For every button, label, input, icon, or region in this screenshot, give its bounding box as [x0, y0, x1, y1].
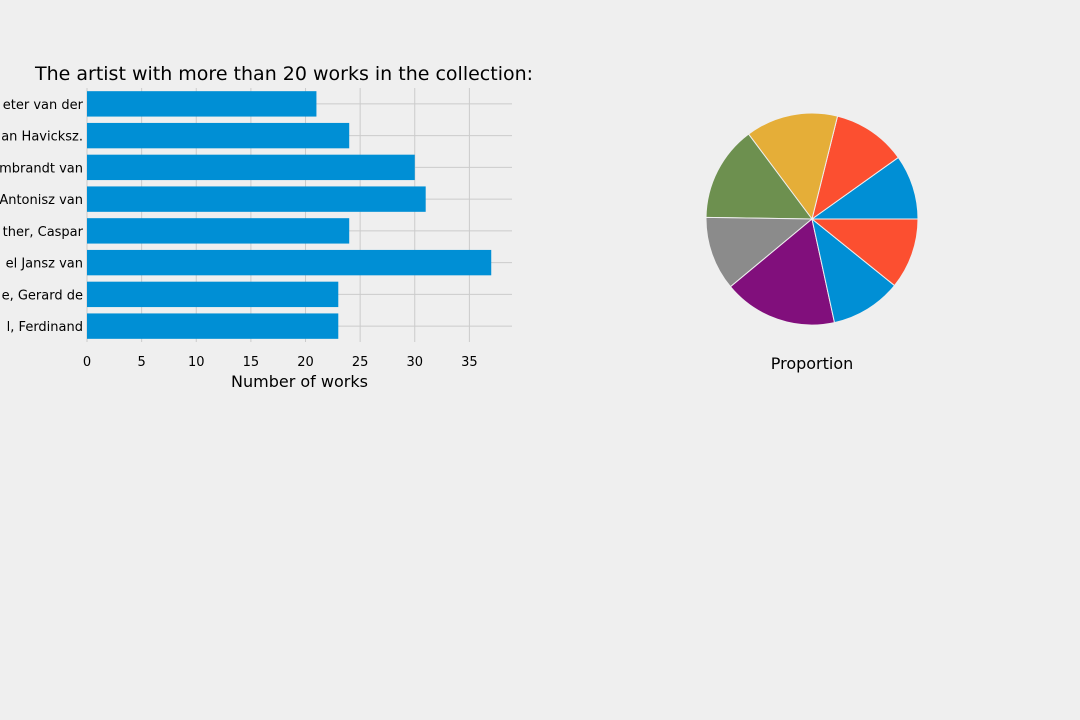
x-tick-label: 10	[188, 355, 205, 370]
y-tick-label: mbrandt van	[0, 161, 83, 176]
x-tick-label: 15	[243, 355, 260, 370]
y-tick-label: el Jansz van	[6, 257, 83, 272]
pie-slice	[811, 217, 896, 324]
pie-chart: Proportion	[705, 112, 919, 373]
bar	[87, 186, 426, 212]
pie-slice	[729, 218, 836, 326]
pie-slice	[811, 115, 900, 221]
y-tick-label: ther, Caspar	[3, 225, 84, 240]
bar-chart: eter van der an Havicksz. mbrandt van Anton…	[0, 63, 533, 391]
bar	[87, 154, 415, 181]
pie-slice	[747, 112, 839, 221]
pie-label: Proportion	[771, 354, 854, 373]
y-tick-label: Antonisz van	[0, 193, 83, 208]
y-tick-label: eter van der	[3, 98, 84, 113]
bar	[87, 249, 492, 276]
x-axis-title: Number of works	[231, 372, 368, 391]
y-tick-label: an Havicksz.	[1, 130, 83, 145]
pie-slice	[705, 133, 814, 220]
bar	[87, 281, 339, 308]
chart-title: The artist with more than 20 works in th…	[34, 63, 533, 85]
bar	[87, 91, 317, 117]
bar	[87, 218, 350, 244]
x-tick-label: 5	[137, 355, 145, 370]
pie-slice	[810, 218, 919, 287]
bar	[87, 122, 350, 149]
x-tick-label: 20	[297, 355, 314, 370]
y-tick-label: l, Ferdinand	[7, 320, 83, 335]
y-tick-label: e, Gerard de	[2, 288, 83, 303]
x-tick-label: 0	[83, 355, 91, 370]
x-tick-label: 30	[406, 355, 423, 370]
bar	[87, 313, 339, 339]
x-tick-label: 25	[352, 355, 369, 370]
pie-slice	[705, 216, 814, 288]
x-tick-label: 35	[461, 355, 478, 370]
